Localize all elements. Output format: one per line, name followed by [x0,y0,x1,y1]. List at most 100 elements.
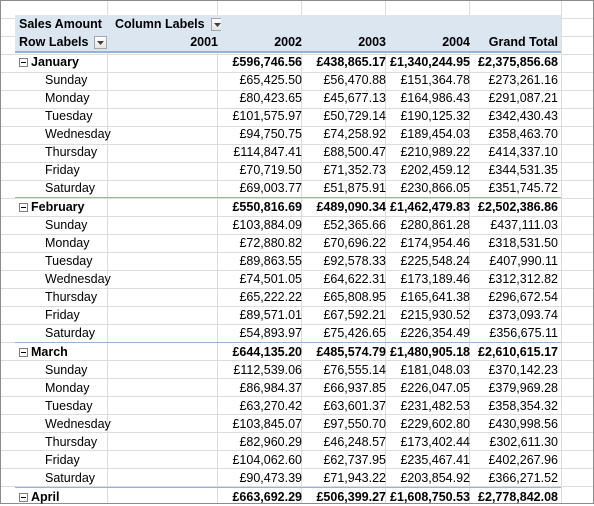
month-name: January [31,55,79,69]
value-cell: £173,402.44 [400,435,470,449]
month-row: January £596,746.56 £438,865.17 £1,340,244.… [15,52,561,71]
month-label-cell: April [15,488,111,506]
month-total-cell: £596,746.56 [232,55,302,69]
value-cell: £342,430.43 [488,109,558,123]
value-cell: £52,365.66 [323,218,386,232]
day-label: Tuesday [45,399,93,413]
day-label: Saturday [45,326,96,340]
value-cell: £70,696.22 [323,236,386,250]
day-label: Tuesday [45,254,93,268]
day-row: Friday £70,719.50 £71,352.73 £202,459.12 £34… [15,161,561,179]
value-cell: £430,998.56 [488,417,558,431]
value-cell: £202,459.12 [400,163,470,177]
day-row: Tuesday £101,575.97 £50,729.14 £190,125.32 £… [15,107,561,125]
value-cell: £103,884.09 [232,218,302,232]
year-header-2003: 2003 [358,35,386,49]
value-cell: £65,425.50 [239,73,302,87]
value-cell [111,143,221,161]
value-cell [111,451,221,469]
value-cell: £312,312.82 [488,272,558,286]
value-cell: £358,463.70 [488,127,558,141]
value-cell: £46,248.57 [323,435,386,449]
value-cell: £225,548.24 [400,254,470,268]
value-cell [111,216,221,234]
month-total-cell: £1,608,750.53 [390,490,470,504]
value-cell: £51,875.91 [323,181,386,195]
day-row: Wednesday £74,501.05 £64,622.31 £173,189.46… [15,270,561,288]
value-cell: £63,601.37 [323,399,386,413]
day-label: Sunday [45,73,88,87]
value-cell: £112,539.06 [233,363,302,377]
month-total-cell: £1,340,244.95 [390,55,470,69]
value-cell: £62,737.95 [323,453,386,467]
value-cell [111,324,221,342]
month-label-cell: January [15,53,111,71]
month-total-cell [111,488,221,506]
collapse-toggle-icon[interactable] [19,348,28,357]
grand-total-header: Grand Total [488,35,558,49]
day-label: Friday [45,308,80,322]
day-row: Sunday £103,884.09 £52,365.66 £280,861.28 £4… [15,216,561,234]
row-labels-filter-button[interactable] [94,35,108,49]
column-labels-filter-button[interactable] [210,17,221,31]
month-total-cell: £2,375,856.68 [478,55,558,69]
month-total-cell [111,343,221,361]
value-cell: £210,989.22 [400,145,470,159]
value-cell [111,252,221,270]
value-cell: £229,602.80 [400,417,470,431]
day-label: Saturday [45,181,96,195]
day-label: Thursday [45,145,98,159]
day-label: Tuesday [45,109,93,123]
value-cell: £92,578.33 [323,254,386,268]
day-row: Tuesday £63,270.42 £63,601.37 £231,482.53 £3… [15,397,561,415]
value-cell [111,179,221,197]
value-cell [111,469,221,487]
value-cell: £296,672.54 [488,290,558,304]
value-cell: £72,880.82 [239,236,302,250]
value-cell: £302,611.30 [489,435,558,449]
collapse-toggle-icon[interactable] [19,493,28,502]
value-cell: £215,930.52 [400,308,470,322]
collapse-toggle-icon[interactable] [19,58,28,67]
day-row: Saturday £54,893.97 £75,426.65 £226,354.49 £… [15,324,561,342]
collapse-toggle-icon[interactable] [19,203,28,212]
value-cell: £74,258.92 [323,127,386,141]
value-cell: £65,222.22 [239,290,302,304]
dropdown-arrow-icon [213,22,221,27]
value-cell [111,361,221,379]
value-cell [111,125,221,143]
day-row: Thursday £82,960.29 £46,248.57 £173,402.44 £… [15,433,561,451]
value-cell: £226,047.05 [400,381,470,395]
row-labels-text: Row Labels [19,35,89,49]
value-cell: £94,750.75 [239,127,302,141]
day-row: Wednesday £103,845.07 £97,550.70 £229,602.8… [15,415,561,433]
year-header-2004: 2004 [442,35,470,49]
value-cell: £370,142.23 [488,363,558,377]
value-cell: £86,984.37 [239,381,302,395]
value-cell [111,234,221,252]
column-labels-text: Column Labels [115,17,205,31]
month-total-cell: £2,778,842.08 [478,490,558,504]
day-row: Friday £89,571.01 £67,592.21 £215,930.52 £37… [15,306,561,324]
month-name: March [31,345,68,359]
value-cell: £89,571.01 [239,308,302,322]
value-cell: £74,501.05 [239,272,302,286]
pivot-header-row-2: Row Labels 2001 2002 2003 2004 Grand Tot… [15,33,561,52]
month-total-cell: £438,865.17 [316,55,386,69]
value-cell: £82,960.29 [239,435,302,449]
month-row: February £550,816.69 £489,090.34 £1,462,479… [15,197,561,216]
value-cell: £231,482.53 [400,399,470,413]
day-row: Wednesday £94,750.75 £74,258.92 £189,454.03… [15,125,561,143]
value-cell: £56,470.88 [323,73,386,87]
value-cell: £318,531.50 [488,236,558,250]
day-row: Monday £80,423.65 £45,677.13 £164,986.43 £29… [15,89,561,107]
day-row: Saturday £90,473.39 £71,943.22 £203,854.92 £… [15,469,561,487]
value-cell: £75,426.65 [323,326,386,340]
month-total-cell: £485,574.79 [316,345,386,359]
value-cell [111,415,221,433]
value-cell: £103,845.07 [232,417,302,431]
value-cell: £69,003.77 [239,181,302,195]
month-total-cell: £489,090.34 [316,200,386,214]
value-cell: £407,990.11 [489,254,558,268]
